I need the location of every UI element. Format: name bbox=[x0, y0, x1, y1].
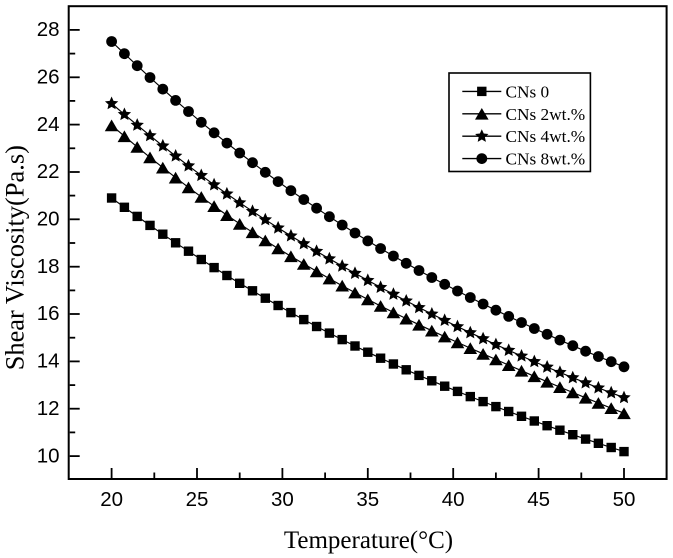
svg-text:40: 40 bbox=[442, 488, 465, 511]
svg-text:CNs 0: CNs 0 bbox=[506, 82, 550, 101]
svg-text:CNs 4wt.%: CNs 4wt.% bbox=[506, 127, 586, 146]
svg-text:20: 20 bbox=[100, 488, 123, 511]
svg-text:Temperature(°C): Temperature(°C) bbox=[284, 527, 453, 554]
svg-text:18: 18 bbox=[37, 255, 60, 278]
svg-text:24: 24 bbox=[37, 113, 60, 136]
svg-text:CNs 2wt.%: CNs 2wt.% bbox=[506, 105, 586, 124]
svg-text:10: 10 bbox=[37, 444, 60, 467]
svg-text:12: 12 bbox=[37, 397, 60, 420]
svg-text:14: 14 bbox=[37, 350, 60, 373]
svg-text:45: 45 bbox=[527, 488, 550, 511]
svg-text:20: 20 bbox=[37, 208, 60, 231]
svg-text:25: 25 bbox=[186, 488, 209, 511]
svg-text:22: 22 bbox=[37, 160, 60, 183]
svg-text:Shear Viscosity(Pa.s): Shear Viscosity(Pa.s) bbox=[0, 145, 30, 370]
svg-text:50: 50 bbox=[613, 488, 636, 511]
svg-text:16: 16 bbox=[37, 302, 60, 325]
svg-text:28: 28 bbox=[37, 18, 60, 41]
svg-text:26: 26 bbox=[37, 66, 60, 89]
svg-text:CNs 8wt.%: CNs 8wt.% bbox=[506, 150, 586, 169]
svg-text:35: 35 bbox=[356, 488, 379, 511]
svg-text:30: 30 bbox=[271, 488, 294, 511]
